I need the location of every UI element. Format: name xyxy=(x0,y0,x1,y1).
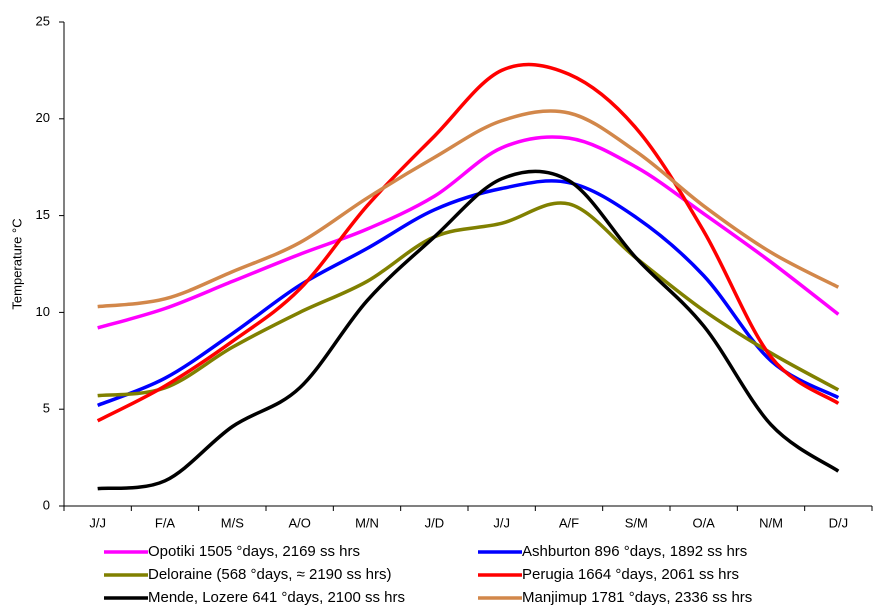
series-line xyxy=(97,135,840,330)
series-line xyxy=(97,109,840,309)
legend-label: Manjimup 1781 °days, 2336 ss hrs xyxy=(522,589,752,605)
y-tick-label: 20 xyxy=(36,110,50,125)
y-axis-label: Temperature °C xyxy=(9,218,24,309)
x-tick-label: J/D xyxy=(425,515,445,530)
x-tick-label: N/M xyxy=(759,515,783,530)
legend: Opotiki 1505 °days, 2169 ss hrs Ashburton… xyxy=(104,543,752,606)
x-tick-label: F/A xyxy=(155,515,176,530)
y-tick-label: 5 xyxy=(43,401,50,416)
series-line xyxy=(97,201,840,398)
series-line xyxy=(96,62,840,423)
legend-label: Opotiki 1505 °days, 2169 ss hrs xyxy=(148,543,360,560)
legend-label: Deloraine (568 °days, ≈ 2190 ss hrs) xyxy=(148,566,392,583)
x-tick-label: M/N xyxy=(355,515,379,530)
x-tick-label: M/S xyxy=(221,515,244,530)
x-tick-label: J/J xyxy=(493,515,510,530)
x-tick-label: D/J xyxy=(829,515,849,530)
x-tick-label: A/F xyxy=(559,515,579,530)
legend-label: Perugia 1664 °days, 2061 ss hrs xyxy=(522,566,739,583)
legend-label: Ashburton 896 °days, 1892 ss hrs xyxy=(522,543,747,560)
y-tick-label: 0 xyxy=(43,497,50,512)
x-tick-label: A/O xyxy=(288,515,310,530)
legend-label: Mende, Lozere 641 °days, 2100 ss hrs xyxy=(148,589,405,605)
x-tick-label: O/A xyxy=(692,515,715,530)
y-tick-label: 25 xyxy=(36,13,50,28)
series-line xyxy=(97,169,840,491)
y-tick-label: 15 xyxy=(36,207,50,222)
y-tick-label: 10 xyxy=(36,304,50,319)
x-tick-label: S/M xyxy=(625,515,648,530)
x-tick-label: J/J xyxy=(89,515,106,530)
series-line xyxy=(97,179,840,407)
